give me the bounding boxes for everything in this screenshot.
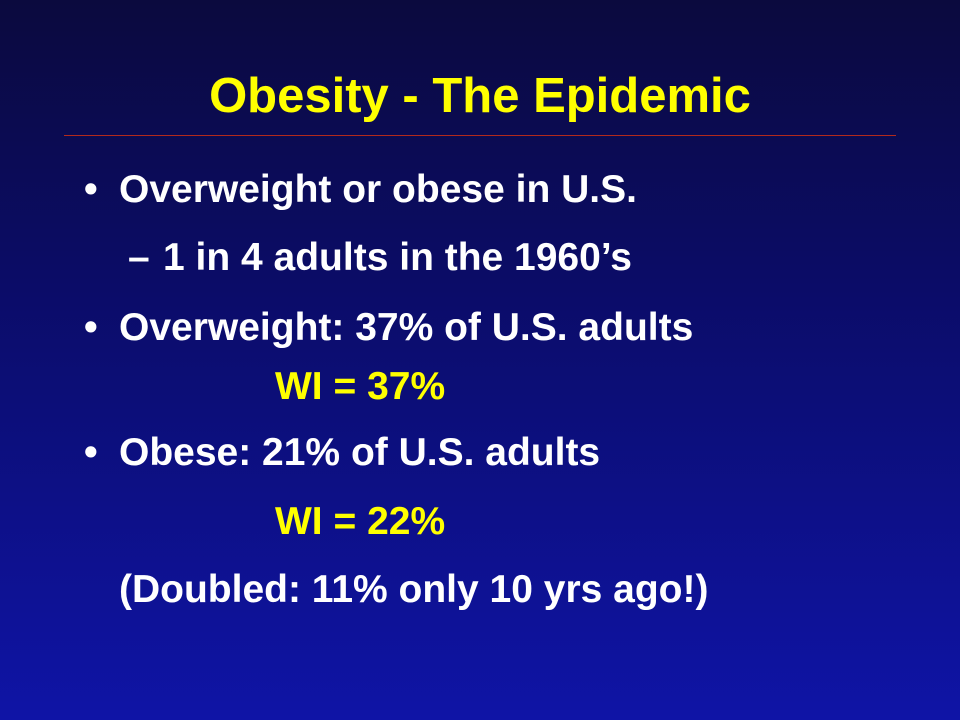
bullet-text: Obese: 21% of U.S. adults	[119, 431, 601, 474]
bullet-marker: •	[84, 431, 98, 474]
sub-item-text: 1 in 4 adults in the 1960’s	[163, 236, 632, 279]
bullet-text: Overweight: 37% of U.S. adults	[119, 306, 694, 349]
wi-obese-stat: WI = 22%	[275, 500, 446, 543]
bullet-item-overweight: • Overweight: 37% of U.S. adults	[0, 304, 960, 352]
bullet-item-overweight-or-obese: • Overweight or obese in U.S.	[0, 166, 960, 214]
doubled-note: (Doubled: 11% only 10 yrs ago!)	[119, 568, 709, 611]
sub-item-1960s: – 1 in 4 adults in the 1960’s	[0, 234, 960, 282]
wi-overweight-stat: WI = 37%	[275, 365, 446, 408]
title-divider	[64, 135, 896, 136]
bullet-item-obese: • Obese: 21% of U.S. adults	[0, 429, 960, 477]
slide-title: Obesity - The Epidemic	[209, 69, 751, 123]
bullet-text: Overweight or obese in U.S.	[119, 168, 637, 211]
bullet-marker: •	[84, 168, 98, 211]
dash-marker: –	[128, 236, 150, 279]
bullet-marker: •	[84, 306, 98, 349]
